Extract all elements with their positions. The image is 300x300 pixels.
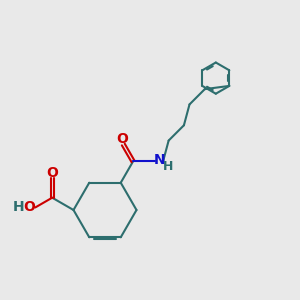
Text: O: O — [23, 200, 34, 214]
Text: N: N — [154, 153, 166, 167]
Text: H: H — [13, 200, 25, 214]
Text: O: O — [116, 131, 128, 146]
Text: O: O — [46, 166, 58, 180]
Text: H: H — [163, 160, 173, 173]
